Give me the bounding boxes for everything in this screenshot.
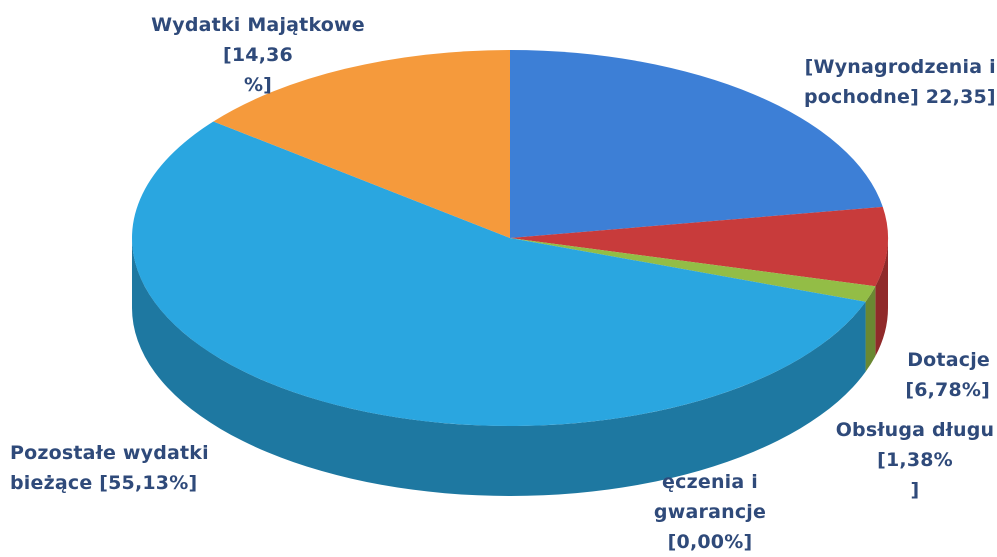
pie-side-pozostale: [132, 238, 866, 496]
label-wynagrodzenia-line-1: [Wynagrodzenia i: [804, 56, 996, 78]
label-obsluga-line-3: ]: [910, 479, 920, 501]
label-poreczenia-line-3: [0,00%]: [667, 531, 753, 553]
pie-slice-majatkowe: [213, 49, 510, 239]
label-majatkowe-line-3: %]: [243, 74, 273, 96]
label-obsluga-dlugu: Obsługa długu [1,38% ]: [830, 415, 997, 505]
label-wynagrodzenia-line-2: pochodne] 22,35]: [804, 86, 996, 108]
pie-side-obsluga: [865, 286, 876, 372]
pie-slice-pozostale: [131, 121, 866, 427]
label-wynagrodzenia: [Wynagrodzenia i pochodne] 22,35]: [804, 52, 996, 112]
pie-slice-obsluga: [510, 238, 876, 302]
label-majatkowe-line-1: Wydatki Majątkowe: [151, 14, 365, 36]
label-poreczenia: ęczenia i gwarancje [0,00%]: [630, 467, 790, 557]
label-obsluga-line-2: [1,38%: [877, 449, 953, 471]
label-dotacje-line-2: [6,78%]: [905, 379, 990, 401]
label-majatkowe-line-2: [14,36: [223, 44, 293, 66]
pie-slice-wynagrodzenia: [510, 50, 883, 238]
pie-side-dotacje: [875, 238, 888, 357]
label-obsluga-line-1: Obsługa długu: [835, 419, 995, 441]
label-dotacje: Dotacje [6,78%]: [860, 345, 990, 405]
label-majatkowe: Wydatki Majątkowe [14,36 %]: [148, 10, 368, 100]
label-poreczenia-line-1: ęczenia i: [662, 471, 758, 493]
label-pozostale-line-1: Pozostałe wydatki: [10, 442, 209, 464]
label-poreczenia-line-2: gwarancje: [653, 501, 767, 523]
label-pozostale: Pozostałe wydatki bieżące [55,13%]: [10, 438, 209, 498]
label-pozostale-line-2: bieżące [55,13%]: [10, 472, 198, 494]
pie-slice-dotacje: [510, 206, 888, 287]
label-dotacje-line-1: Dotacje: [907, 349, 990, 371]
